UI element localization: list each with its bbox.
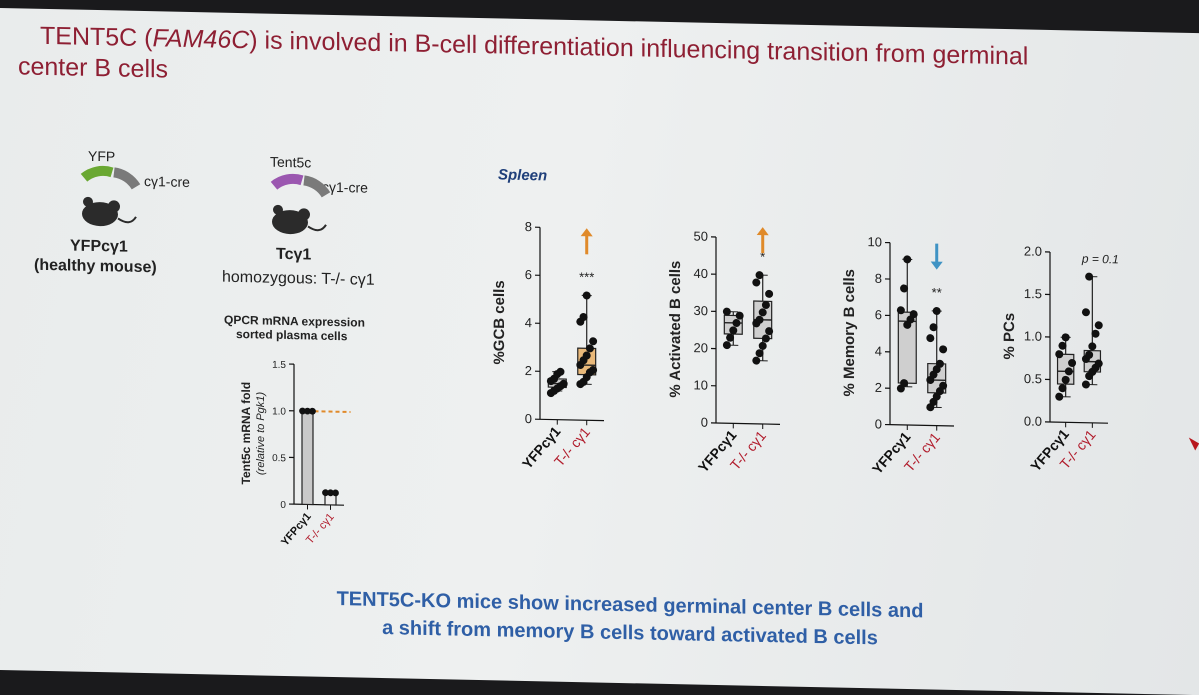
y-tick-label: 0 [875,416,882,431]
spleen-label: Spleen [498,166,547,184]
data-point [1062,333,1070,341]
data-point [1082,380,1090,388]
mouse1-cre-label: cγ1-cre [144,173,190,190]
y-axis-label: % Activated B cells [667,260,684,397]
y-tick-label: 0 [280,500,286,511]
data-point [926,334,934,342]
mouse2-gene-label: Tent5c [270,154,311,171]
bar [302,411,313,505]
y-tick-label: 8 [875,271,882,286]
chart-qpcr: 0 0.5 1.0 1.5 Tent5c mRNA fold(relative to P… [218,343,358,556]
y-tick-label: 8 [525,219,532,234]
y-tick-label: 6 [875,307,882,322]
mouse1-gene-label: YFP [88,148,115,165]
data-point [583,291,591,299]
mouse2-desc: homozygous: T-/- cγ1 [222,269,375,290]
y-tick-label: 4 [525,315,532,330]
y-tick-label: 50 [694,229,708,244]
y-axis-label-2: (relative to Pgk1) [255,391,267,475]
y-tick-label: 10 [694,377,708,392]
mouse1-icon [78,164,148,235]
data-point [589,337,597,345]
mouse1-name: YFPcγ1 [70,237,128,256]
y-axis-label: %GCB cells [491,280,508,365]
slide-title: TENT5C (FAM46C) is involved in B-cell di… [18,20,1178,106]
x-axis [716,423,780,424]
arrow-head [931,261,943,269]
significance-label: ** [932,285,942,300]
arrow-head [757,227,769,235]
data-point [1085,273,1093,281]
y-tick-label: 10 [868,234,882,249]
y-axis-label: % Memory B cells [841,269,858,397]
conclusion: TENT5C-KO mice show increased germinal c… [250,583,1010,655]
data-point [759,342,767,350]
mouse1-desc: (healthy mouse) [34,257,157,278]
mouse2-name: Tcγ1 [276,246,311,265]
y-tick-label: 4 [875,344,882,359]
mouse2-icon [268,172,338,243]
y-tick-label: 0 [525,411,532,426]
significance-label: p = 0.1 [1081,252,1119,267]
data-point [756,271,764,279]
arrow-down-icon [931,243,943,269]
title-part1: TENT5C ( [40,22,153,52]
data-point [903,255,911,263]
data-point [1082,308,1090,316]
chart-svg: 0 0.5 1.0 1.5 Tent5c mRNA fold(relative to P… [218,343,358,551]
y-tick-label: 2.0 [1024,243,1042,258]
data-point [723,308,731,316]
y-tick-label: 2 [875,380,882,395]
y-tick-label: 6 [525,267,532,282]
data-point [752,357,760,365]
x-axis [890,425,954,426]
y-tick-label: 1.5 [1024,286,1042,301]
arrow-up-icon [581,228,593,254]
title-part2: FAM46C [153,24,250,54]
y-tick-label: 0.5 [272,453,286,464]
data-point [752,278,760,286]
y-axis-label: % PCs [1001,313,1018,360]
significance-label: *** [579,269,594,284]
x-axis [1050,422,1108,423]
y-tick-label: 0.5 [1024,371,1042,386]
y-tick-label: 0.0 [1024,413,1042,428]
reference-line [315,411,351,412]
y-tick-label: 1.0 [1024,328,1042,343]
data-point [1055,350,1063,358]
data-point [933,307,941,315]
arrow-head [581,228,593,236]
data-point [765,290,773,298]
x-axis [540,419,604,420]
data-point [1095,321,1103,329]
y-tick-label: 40 [694,266,708,281]
y-tick-label: 2 [525,363,532,378]
data-point [1088,342,1096,350]
y-tick-label: 1.0 [272,406,286,417]
qpcr-title-line2: sorted plasma cells [236,327,347,343]
y-tick-label: 1.5 [272,360,286,371]
y-tick-label: 20 [694,340,708,355]
slide: TENT5C (FAM46C) is involved in B-cell di… [0,8,1199,695]
y-axis-label: Tent5c mRNA fold [239,382,253,485]
mouse1-arc [84,171,112,179]
arrow-up-icon [757,227,769,253]
y-tick-label: 30 [694,303,708,318]
data-point [939,345,947,353]
mouse2-arc [274,179,302,187]
data-point [723,341,731,349]
y-tick-label: 0 [701,415,708,430]
data-point [1055,393,1063,401]
